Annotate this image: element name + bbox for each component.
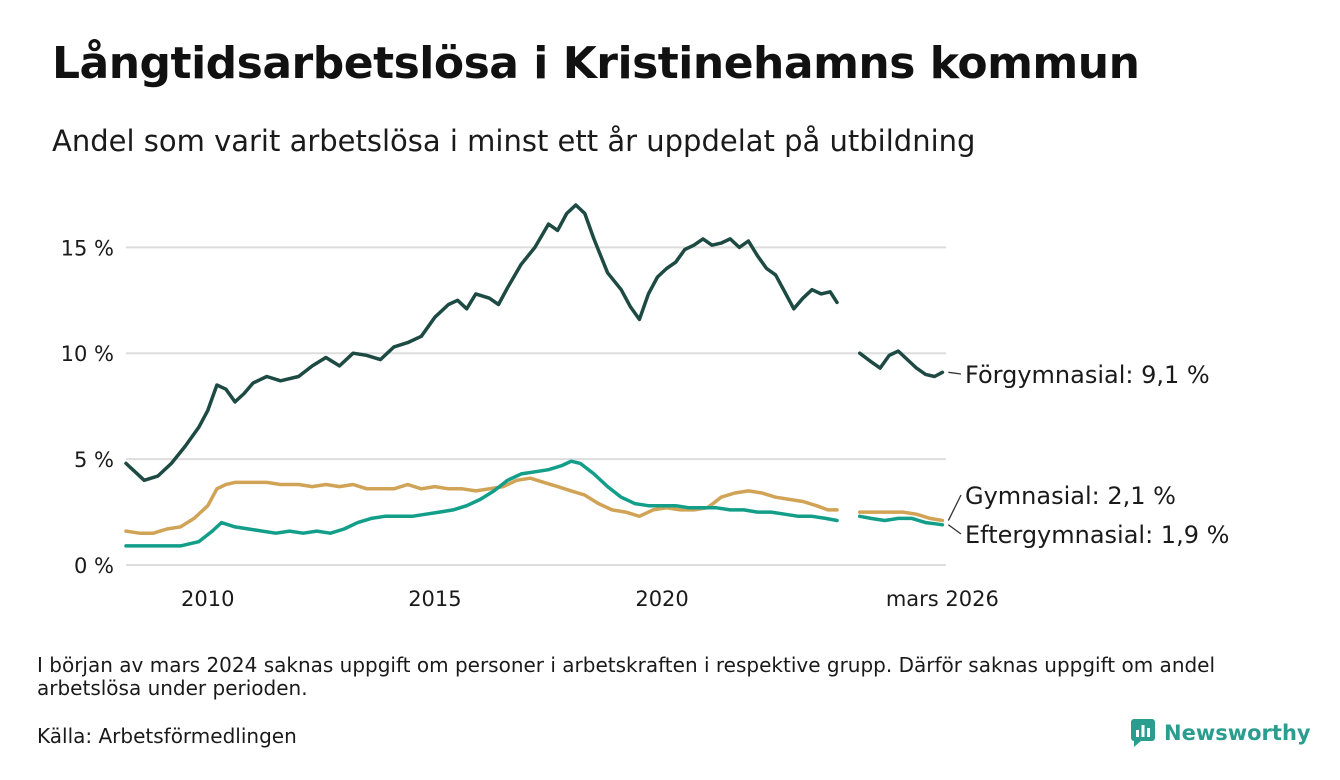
series-line-gymnasial [124, 476, 839, 535]
footnote: I början av mars 2024 saknas uppgift om … [37, 653, 1216, 700]
x-tick-label: 2020 [635, 587, 688, 611]
chart-title: Långtidsarbetslösa i Kristinehamns kommu… [52, 38, 1140, 89]
y-tick-label: 10 % [61, 342, 114, 366]
brand-name: Newsworthy [1164, 721, 1311, 745]
chart-subtitle: Andel som varit arbetslösa i minst ett å… [52, 124, 976, 158]
y-tick-label: 5 % [74, 448, 114, 472]
newsworthy-logo-icon [1131, 719, 1155, 747]
end-label-gymnasial: Gymnasial: 2,1 % [965, 482, 1176, 510]
series-line-eftergymnasial [124, 459, 839, 548]
series-line-forgymnasial [124, 203, 839, 483]
x-axis-ticks: 2010 2015 2020 mars 2026 [181, 587, 999, 611]
line-chart: 0 % 5 % 10 % 15 % 2010 2015 2020 mars 2026 För… [61, 203, 1229, 611]
x-tick-label: mars 2026 [886, 587, 999, 611]
y-axis-ticks: 0 % 5 % 10 % 15 % [61, 236, 114, 578]
end-label-forgymnasial: Förgymnasial: 9,1 % [965, 361, 1210, 389]
newsworthy-brand[interactable]: Newsworthy [1130, 716, 1311, 750]
series-line-gymnasial [857, 510, 945, 523]
series-end-labels: Förgymnasial: 9,1 % Gymnasial: 2,1 % Efter… [947, 361, 1229, 549]
series-lines [124, 203, 945, 548]
y-tick-label: 15 % [61, 236, 114, 260]
series-line-eftergymnasial [857, 514, 945, 527]
source-credit: Källa: Arbetsförmedlingen [37, 724, 297, 748]
y-tick-label: 0 % [74, 554, 114, 578]
end-label-eftergymnasial: Eftergymnasial: 1,9 % [965, 521, 1229, 549]
x-tick-label: 2015 [408, 587, 461, 611]
series-line-forgymnasial [857, 349, 945, 379]
label-connector [947, 524, 962, 535]
label-connector [947, 494, 962, 521]
label-connector [948, 371, 962, 375]
x-tick-label: 2010 [181, 587, 234, 611]
